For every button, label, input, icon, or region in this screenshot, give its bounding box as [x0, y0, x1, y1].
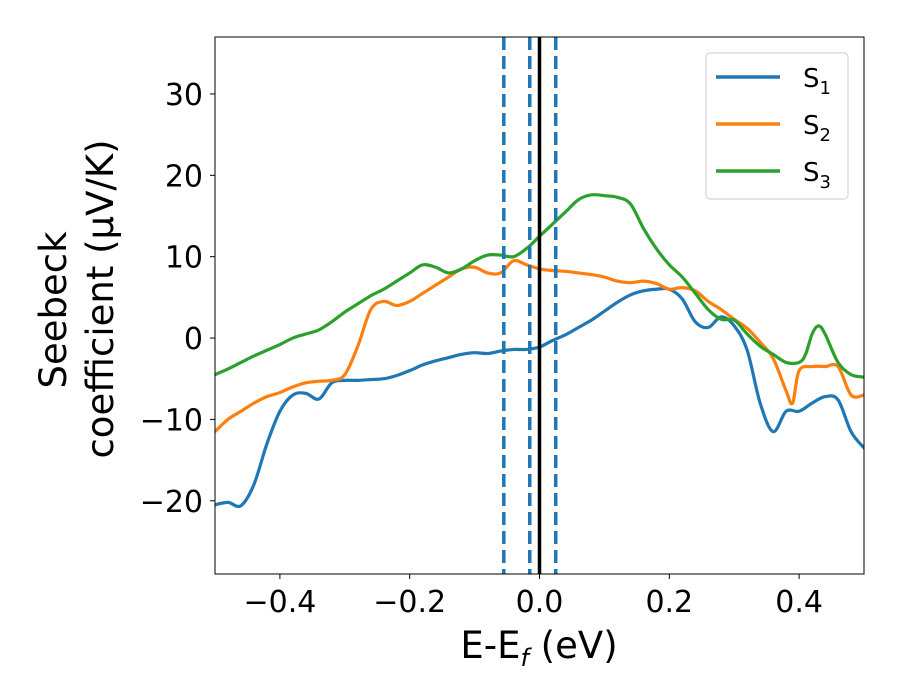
- series-line-s3: [215, 193, 864, 379]
- legend-label-s2: S2: [803, 111, 831, 146]
- reference-lines: [502, 37, 558, 574]
- legend-items: S1 S2 S3: [716, 64, 831, 193]
- y-axis-title-line2: coefficient (μV/K): [79, 139, 122, 458]
- y-tick-label: 20: [165, 159, 203, 194]
- legend: S1 S2 S3: [705, 52, 849, 200]
- y-axis-title-line1: Seebeck: [32, 231, 75, 389]
- y-axis-ticks: −20 −10 0 10 20 30: [140, 78, 215, 520]
- x-tick-label: 0.4: [775, 585, 823, 620]
- y-tick-label: 10: [165, 241, 203, 276]
- y-tick-label: −10: [140, 403, 203, 438]
- legend-label-s3: S3: [803, 158, 831, 193]
- x-axis-title-main: E-E: [460, 624, 520, 667]
- x-axis-title: E-Ef (eV): [460, 624, 617, 672]
- y-tick-label: −20: [140, 485, 203, 520]
- x-tick-label: 0.2: [645, 585, 693, 620]
- x-tick-label: −0.2: [373, 585, 446, 620]
- x-tick-label: 0.0: [516, 585, 564, 620]
- legend-frame: [705, 52, 849, 200]
- x-axis-ticks: −0.4 −0.2 0.0 0.2 0.4: [243, 574, 823, 620]
- x-tick-label: −0.4: [243, 585, 316, 620]
- x-axis-title-unit: (eV): [529, 624, 618, 667]
- y-tick-label: 30: [165, 78, 203, 113]
- legend-label-s1: S1: [803, 64, 831, 99]
- y-tick-label: 0: [184, 322, 203, 357]
